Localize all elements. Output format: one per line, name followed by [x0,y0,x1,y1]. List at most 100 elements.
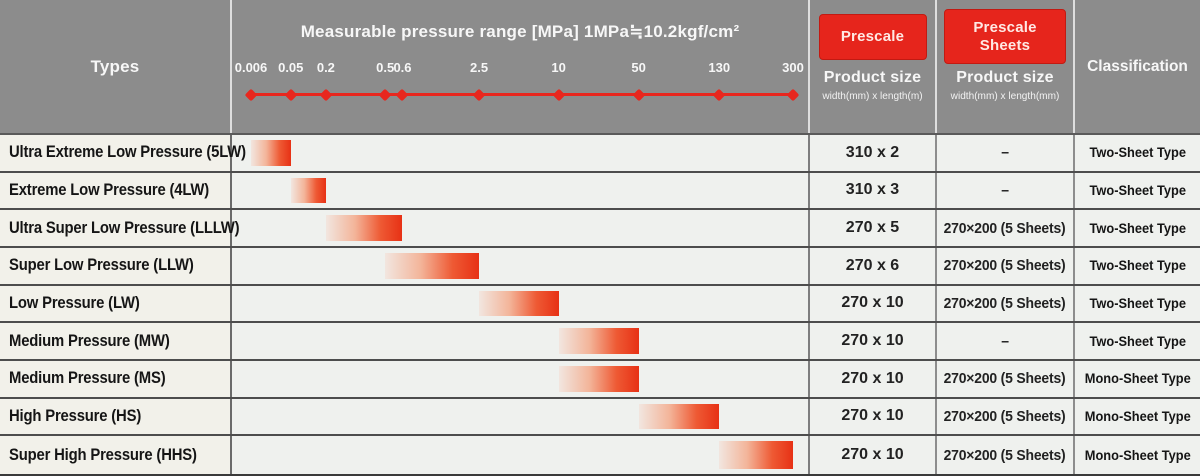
product-size-value: 270 x 10 [841,294,904,312]
sheet-size-cell: 270×200 (5 Sheets) [937,285,1075,322]
product-size-cell: 270 x 5 [810,210,937,246]
sheet-size-value: – [1001,144,1009,162]
axis-line [251,93,794,96]
classification-value: Two-Sheet Type [1089,333,1186,349]
axis-tick-label: 0.05 [278,60,304,75]
type-cell: Super Low Pressure (LLW) [0,248,232,284]
axis-tick-marker [396,88,409,101]
pressure-range-bar [385,253,480,279]
product-size-cell: 310 x 3 [810,172,937,209]
product-size-cell: 270 x 10 [810,361,937,397]
type-cell: High Pressure (HS) [0,398,232,435]
product-size-cell: 270 x 6 [810,248,937,284]
type-label: High Pressure (HS) [9,406,142,425]
header-pressure-range: Measurable pressure range [MPa] 1MPa≒10.… [232,0,810,133]
axis-tick-label: 0.5 [376,60,395,75]
range-chart-cell [232,172,810,209]
pressure-range-bar [479,290,559,317]
type-label: Extreme Low Pressure (4LW) [9,180,209,199]
type-label: Medium Pressure (MS) [9,369,166,388]
pressure-range-bar [325,215,403,241]
pressure-range-bar [558,366,639,392]
range-chart-cell [232,436,810,474]
table-row: Super High Pressure (HHS) 270 x 10 270×2… [0,436,1200,474]
header-prescale-sheets: Prescale Sheets Product size width(mm) x… [937,0,1075,133]
axis-tick-marker [378,88,392,101]
range-chart-cell [232,285,810,322]
axis-tick-label: 50 [631,60,646,75]
range-chart-cell [232,248,810,284]
type-label: Ultra Super Low Pressure (LLLW) [9,218,240,237]
range-chart-cell [232,210,810,246]
classification-cell: Mono-Sheet Type [1075,361,1200,397]
axis-tick-label: 10 [551,60,566,75]
axis-tick-label: 0.6 [393,60,412,75]
type-label: Low Pressure (LW) [9,293,140,312]
classification-cell: Two-Sheet Type [1075,323,1200,359]
sheet-size-cell: 270×200 (5 Sheets) [937,436,1075,474]
table-row: Low Pressure (LW) 270 x 10 270×200 (5 Sh… [0,285,1200,324]
type-cell: Medium Pressure (MS) [0,361,232,397]
product-size-value: 270 x 10 [841,332,904,350]
product-size-value: 270 x 10 [841,369,904,387]
sheet-size-cell: 270×200 (5 Sheets) [937,210,1075,246]
product-size-cell: 270 x 10 [810,285,937,322]
prescale-sheets-badge-line1: Prescale [973,19,1037,37]
axis-tick-marker [552,88,565,101]
product-size-value: 270 x 5 [845,219,900,237]
classification-cell: Two-Sheet Type [1075,210,1200,246]
pressure-range-bar [290,177,326,204]
range-chart-cell [232,361,810,397]
sheet-size-cell: – [937,135,1075,171]
classification-value: Mono-Sheet Type [1084,408,1191,424]
classification-cell: Two-Sheet Type [1075,135,1200,171]
sheet-size-value: – [1001,181,1009,199]
table-row: Ultra Extreme Low Pressure (5LW) 310 x 2… [0,135,1200,173]
pressure-range-bar [638,403,720,430]
range-chart-cell [232,135,810,171]
pressure-range-bar [719,441,793,469]
classification-value: Two-Sheet Type [1089,220,1186,236]
classification-cell: Two-Sheet Type [1075,173,1200,209]
product-size-value: 270 x 6 [845,256,900,274]
axis-tick-marker [472,88,486,101]
classification-header-label: Classification [1087,57,1188,75]
type-label: Super Low Pressure (LLW) [9,256,194,275]
classification-value: Mono-Sheet Type [1084,371,1191,387]
sheet-size-cell: – [937,172,1075,209]
classification-cell: Mono-Sheet Type [1075,399,1200,435]
product-size-value: 310 x 2 [845,143,900,161]
axis-tick-marker [244,88,258,101]
type-cell: Super High Pressure (HHS) [0,436,232,474]
sheet-size-cell: 270×200 (5 Sheets) [937,398,1075,435]
table-header: Types Measurable pressure range [MPa] 1M… [0,0,1200,133]
table-row: Ultra Super Low Pressure (LLLW) 270 x 5 … [0,210,1200,248]
axis-tick-marker [712,88,726,101]
sheet-size-cell: 270×200 (5 Sheets) [937,248,1075,284]
table-row: Super Low Pressure (LLW) 270 x 6 270×200… [0,248,1200,286]
classification-value: Two-Sheet Type [1089,145,1186,161]
table-row: Medium Pressure (MW) 270 x 10 – Two-Shee… [0,323,1200,361]
sheet-size-value: 270×200 (5 Sheets) [944,407,1066,425]
header-prescale-roll: Prescale Product size width(mm) x length… [810,0,937,133]
axis-tick-label: 2.5 [470,60,489,75]
types-header-label: Types [90,56,140,76]
type-label: Medium Pressure (MW) [9,331,170,350]
classification-value: Two-Sheet Type [1089,182,1186,198]
table-row: High Pressure (HS) 270 x 10 270×200 (5 S… [0,398,1200,437]
classification-cell: Two-Sheet Type [1075,248,1200,284]
type-cell: Ultra Super Low Pressure (LLLW) [0,210,240,246]
pressure-range-bar [251,140,291,166]
sheet-size-value: 270×200 (5 Sheets) [944,219,1066,237]
prescale-badge: Prescale [818,14,927,60]
product-size-unit: width(mm) x length(m) [822,90,923,102]
product-size-value: 310 x 3 [845,181,900,199]
product-size-cell: 270 x 10 [810,436,937,474]
classification-value: Mono-Sheet Type [1084,447,1191,463]
table-row: Extreme Low Pressure (4LW) 310 x 3 – Two… [0,172,1200,211]
sheet-size-value: 270×200 (5 Sheets) [944,294,1066,312]
prescale-badge-label: Prescale [840,28,905,46]
product-size-cell: 270 x 10 [810,323,937,359]
prescale-sheets-badge-line2: Sheets [979,36,1031,54]
